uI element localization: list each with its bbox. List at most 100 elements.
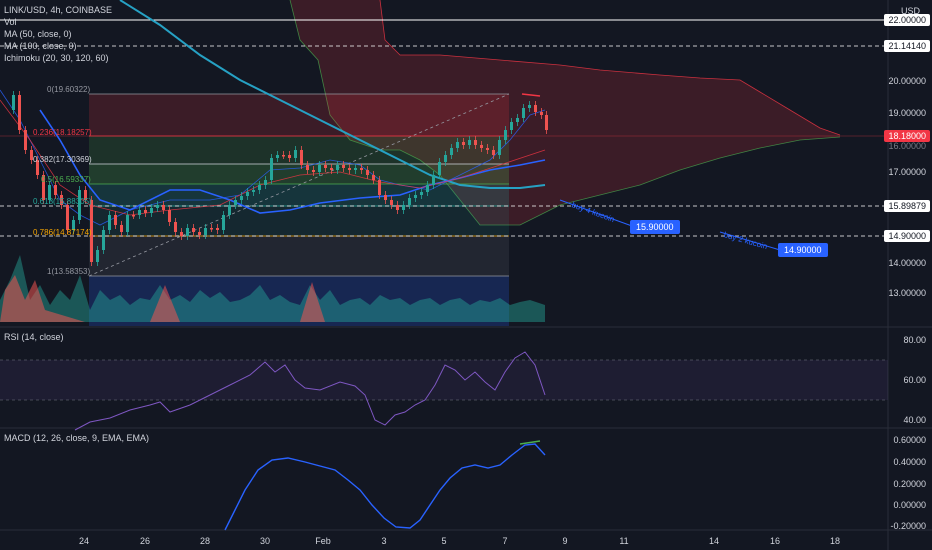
candle-body — [162, 205, 165, 210]
candle-body — [342, 165, 345, 168]
price-tick: 20.00000 — [888, 76, 926, 86]
candle-body — [354, 168, 357, 170]
candle-body — [216, 228, 219, 230]
candle-body — [282, 155, 285, 157]
candle-body — [468, 140, 471, 145]
candle-body — [192, 228, 195, 232]
time-tick: 11 — [619, 536, 629, 546]
price-tick: 16.00000 — [888, 141, 926, 151]
candle-body — [204, 228, 207, 235]
macd-line — [224, 443, 546, 531]
price-badge-21: 21.14140 — [884, 40, 930, 52]
candle-body — [288, 155, 291, 158]
candle-body — [534, 105, 537, 112]
candle-body — [312, 170, 315, 172]
candle-body — [150, 208, 153, 213]
ma100-line — [119, 0, 546, 189]
price-tick: 17.00000 — [888, 167, 926, 177]
candle-body — [384, 195, 387, 200]
fib-label-0236[interactable]: 0.236(18.18257) — [33, 128, 92, 137]
candle-body — [426, 185, 429, 192]
candle-body — [114, 215, 117, 225]
fib-label-0786[interactable]: 0.786(14.87174) — [33, 228, 92, 237]
candle-body — [414, 195, 417, 198]
candle-body — [432, 175, 435, 185]
time-tick: 9 — [562, 536, 568, 546]
candle-body — [30, 150, 33, 160]
candle-body — [120, 225, 123, 232]
candle-body — [228, 205, 231, 215]
candle-body — [144, 210, 147, 213]
rsi-tick: 60.00 — [903, 375, 926, 385]
macd-tick: -0.20000 — [890, 521, 926, 531]
candle-body — [36, 160, 39, 175]
fib-label-1[interactable]: 1(13.58353) — [47, 267, 91, 276]
candle-body — [108, 215, 111, 230]
candle-body — [12, 95, 15, 110]
ichimoku-cloud-bearish — [290, 0, 840, 225]
price-badge-22: 22.00000 — [884, 14, 930, 26]
candle-body — [180, 232, 183, 236]
candle-body — [222, 215, 225, 230]
candle-body — [372, 175, 375, 180]
rsi-label[interactable]: RSI (14, close) — [4, 332, 64, 342]
candle-body — [102, 230, 105, 250]
candle-body — [96, 250, 99, 262]
candle-body — [438, 162, 441, 175]
order-price-box-2[interactable]: 14.90000 — [778, 243, 828, 257]
candle-body — [168, 210, 171, 222]
candle-body — [24, 130, 27, 150]
time-tick: 26 — [139, 536, 151, 546]
legend-ichimoku[interactable]: Ichimoku (20, 30, 120, 60) — [4, 53, 109, 63]
macd-tick: 0.00000 — [893, 500, 926, 510]
time-tick: 7 — [502, 536, 508, 546]
candle-body — [450, 148, 453, 155]
candle-body — [18, 95, 21, 130]
candle-body — [528, 105, 531, 108]
symbol-title[interactable]: LINK/USD, 4h, COINBASE — [4, 5, 113, 15]
currency-label[interactable]: USD — [900, 6, 920, 16]
candle-body — [270, 158, 273, 180]
candle-body — [210, 228, 213, 230]
candle-body — [444, 155, 447, 162]
candle-body — [474, 140, 477, 145]
time-tick: 14 — [708, 536, 720, 546]
candle-body — [186, 228, 189, 236]
price-tick: 14.00000 — [888, 258, 926, 268]
fib-trend-line — [88, 93, 510, 277]
fib-label-0382[interactable]: 0.382(17.30369) — [33, 155, 92, 164]
legend-volume[interactable]: Vol — [4, 17, 17, 27]
time-tick: 5 — [441, 536, 447, 546]
candle-body — [318, 165, 321, 172]
candle-body — [246, 192, 249, 196]
candle-body — [240, 196, 243, 200]
time-tick: 18 — [829, 536, 841, 546]
fib-label-05[interactable]: 0.5(16.59337) — [41, 175, 91, 184]
candle-body — [48, 185, 51, 200]
macd-label[interactable]: MACD (12, 26, close, 9, EMA, EMA) — [4, 433, 150, 443]
time-tick: 30 — [259, 536, 271, 546]
candle-body — [156, 205, 159, 208]
candle-body — [72, 220, 75, 230]
candle-body — [480, 145, 483, 148]
volume-histogram — [0, 255, 545, 322]
candle-body — [60, 195, 63, 205]
candle-body — [390, 200, 393, 205]
candle-body — [306, 165, 309, 170]
macd-tick: 0.40000 — [893, 457, 926, 467]
candle-body — [336, 165, 339, 170]
macd-tick: 0.20000 — [893, 479, 926, 489]
fib-label-0618[interactable]: 0.618(15.88305) — [33, 197, 92, 206]
legend-ma50[interactable]: MA (50, close, 0) — [4, 29, 72, 39]
candle-body — [330, 168, 333, 170]
candle-body — [264, 180, 267, 185]
candle-body — [510, 122, 513, 130]
fib-label-0[interactable]: 0(19.60322) — [47, 85, 91, 94]
time-tick: 16 — [769, 536, 781, 546]
candle-body — [366, 170, 369, 175]
legend-ma100[interactable]: MA (100, close, 0) — [4, 41, 77, 51]
time-tick: Feb — [315, 536, 331, 546]
candle-body — [234, 200, 237, 205]
order-price-box-1[interactable]: 15.90000 — [630, 220, 680, 234]
